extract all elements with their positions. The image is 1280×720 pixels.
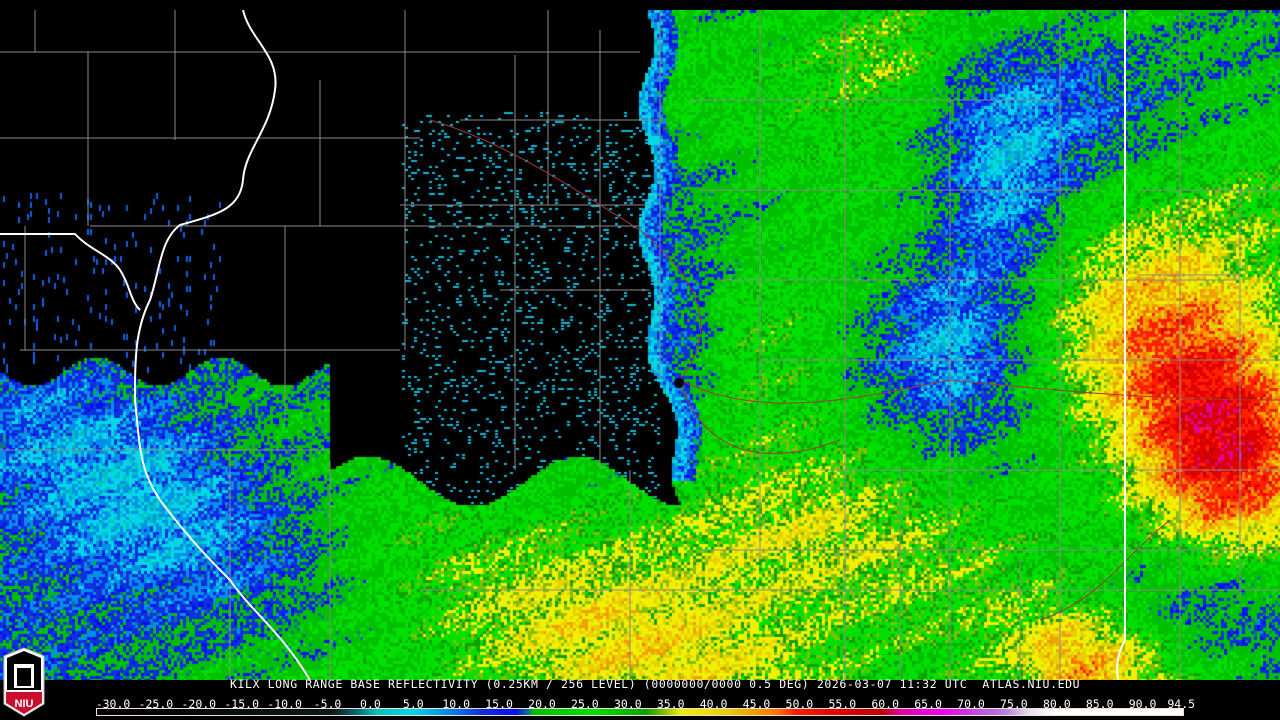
legend-tick: 30.0: [613, 697, 642, 711]
legend-tick: 80.0: [1042, 697, 1071, 711]
logo-text: NIU: [15, 698, 34, 710]
legend-tick: 15.0: [485, 697, 513, 711]
legend-tick: 20.0: [528, 697, 556, 711]
road-lines: [429, 119, 1280, 621]
legend-tick: 90.0: [1128, 697, 1157, 711]
legend-tick: 70.0: [957, 697, 985, 711]
legend-tick: 65.0: [914, 697, 942, 711]
legend-tick: -5.0: [313, 697, 342, 711]
radar-site-marker: [674, 378, 684, 388]
legend-tick-labels: -30.0 -25.0 -20.0 -15.0 -10.0 -5.0 0.0 5.0 10.0 1…: [0, 697, 1250, 711]
legend-tick: 55.0: [828, 697, 857, 711]
legend-tick: 94.5: [1167, 697, 1196, 711]
radar-reflectivity-map: [0, 10, 1280, 680]
map-boundaries: [0, 9, 1280, 680]
legend-tick: 0.0: [360, 697, 381, 711]
color-scale-bar: [96, 708, 1184, 716]
state-borders: [0, 9, 1126, 680]
niu-logo: NIU: [3, 647, 45, 717]
legend-tick: 40.0: [699, 697, 728, 711]
legend-tick: 45.0: [742, 697, 771, 711]
legend-tick: -25.0: [138, 697, 174, 711]
legend-tick: 75.0: [1000, 697, 1028, 711]
legend-tick: 50.0: [785, 697, 814, 711]
legend-tick: 60.0: [871, 697, 900, 711]
legend-tick: 35.0: [656, 697, 685, 711]
legend-tick: -15.0: [224, 697, 259, 711]
legend-tick: 10.0: [442, 697, 471, 711]
legend-tick: -20.0: [181, 697, 217, 711]
county-lines: [0, 10, 1280, 680]
legend-tick: -30.0: [95, 697, 131, 711]
legend-tick: 85.0: [1085, 697, 1114, 711]
legend-tick: 25.0: [571, 697, 599, 711]
legend-tick: 5.0: [402, 697, 424, 711]
legend-tick: -10.0: [267, 697, 302, 711]
product-caption: KILX LONG RANGE BASE REFLECTIVITY (0.25K…: [230, 677, 1081, 691]
